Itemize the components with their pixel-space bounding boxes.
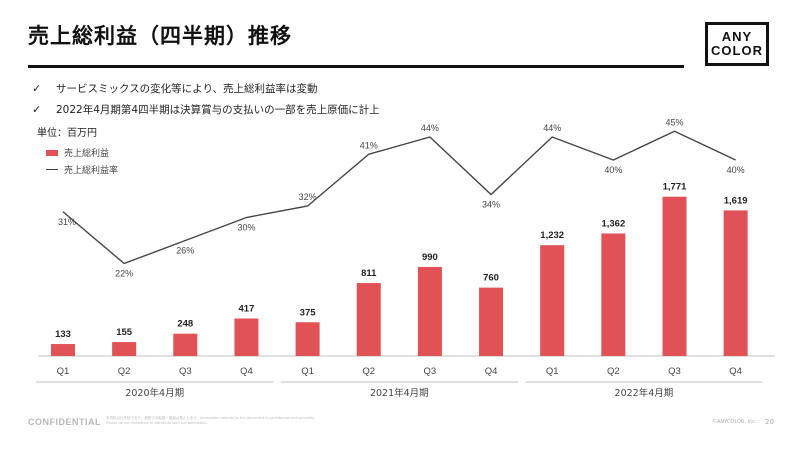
bar-value-label: 760 [483, 273, 499, 284]
chart-legend: 売上総利益 売上総利益率 [46, 144, 118, 178]
bar-value-label: 1,232 [540, 230, 564, 241]
x-tick-label: Q4 [729, 366, 742, 377]
bar [295, 322, 320, 356]
page-title: 売上総利益（四半期）推移 [28, 24, 292, 48]
bar-value-label: 990 [422, 252, 438, 263]
margin-value-label: 22% [115, 269, 133, 279]
x-tick-label: Q2 [362, 366, 375, 377]
margin-value-label: 26% [176, 246, 194, 256]
bar-value-label: 1,771 [663, 182, 687, 193]
legend-item-line: 売上総利益率 [46, 161, 118, 178]
legend-bar-swatch [46, 149, 58, 156]
copyright: ©ANYCOLOR, Inc. [712, 419, 757, 425]
footer-note: 本資料は社外秘であり、無断での転載・複製は禁止します。Accessible ma… [106, 416, 315, 425]
bar [417, 266, 442, 356]
bar [356, 283, 381, 356]
bar [662, 196, 687, 356]
unit-label: 単位：百万円 [37, 128, 97, 139]
bar-value-label: 133 [55, 329, 71, 340]
x-tick-label: Q4 [240, 366, 253, 377]
bullet-list: ✓ サービスミックスの変化等により、売上総利益率は変動 ✓ 2022年4月期第4… [32, 78, 380, 120]
x-tick-label: Q1 [546, 366, 559, 377]
legend-line-swatch [46, 168, 58, 171]
margin-value-label: 44% [421, 123, 439, 133]
legend-line-label: 売上総利益率 [64, 166, 119, 176]
x-tick-label: Q3 [179, 366, 192, 377]
bar [173, 333, 198, 356]
check-icon: ✓ [32, 82, 42, 95]
margin-value-label: 34% [482, 200, 500, 210]
legend-item-bar: 売上総利益 [46, 144, 118, 161]
bar-value-label: 1,362 [601, 218, 625, 229]
bar-value-label: 248 [177, 319, 193, 330]
margin-line [62, 130, 736, 265]
bar-value-label: 417 [239, 303, 255, 314]
x-tick-label: Q4 [485, 366, 498, 377]
x-tick-label: Q1 [301, 366, 314, 377]
bar [723, 210, 748, 356]
bullet-item: ✓ 2022年4月期第4四半期は決算賞与の支払いの一部を売上原価に計上 [32, 99, 380, 120]
bar-value-label: 155 [116, 327, 133, 338]
bullet-text: サービスミックスの変化等により、売上総利益率は変動 [56, 83, 318, 95]
group-label: 2021年4月期 [370, 387, 429, 399]
bar-value-label: 811 [361, 268, 377, 279]
x-tick-label: Q2 [607, 366, 620, 377]
bar-value-label: 375 [300, 307, 317, 318]
margin-value-label: 32% [299, 192, 317, 202]
margin-value-label: 40% [604, 165, 622, 175]
bar [479, 287, 504, 356]
margin-value-label: 30% [237, 223, 255, 233]
group-label: 2020年4月期 [125, 387, 184, 399]
margin-value-label: 45% [665, 117, 683, 127]
legend-bar-label: 売上総利益 [64, 149, 110, 159]
x-tick-label: Q3 [424, 366, 437, 377]
title-divider [28, 65, 684, 68]
margin-value-label: 31% [58, 217, 76, 227]
margin-value-label: 40% [727, 165, 745, 175]
confidential-label: CONFIDENTIAL [28, 417, 101, 427]
bar-value-label: 1,619 [724, 195, 748, 206]
bullet-item: ✓ サービスミックスの変化等により、売上総利益率は変動 [32, 78, 380, 99]
bar [601, 233, 626, 356]
group-label: 2022年4月期 [615, 387, 674, 399]
x-tick-label: Q2 [118, 366, 131, 377]
bar [234, 318, 259, 356]
logo-line-2: COLOR [711, 43, 763, 58]
x-tick-label: Q1 [57, 366, 70, 377]
margin-value-label: 41% [360, 140, 378, 150]
bar [51, 344, 75, 356]
bar [112, 342, 137, 356]
bar [540, 245, 565, 356]
margin-value-label: 44% [543, 123, 561, 133]
check-icon: ✓ [32, 103, 42, 116]
bullet-text: 2022年4月期第4四半期は決算賞与の支払いの一部を売上原価に計上 [56, 104, 380, 116]
page-number: 20 [765, 418, 774, 426]
logo-line-1: ANY [721, 29, 753, 44]
company-logo: ANY COLOR [705, 22, 769, 66]
x-tick-label: Q3 [668, 366, 681, 377]
